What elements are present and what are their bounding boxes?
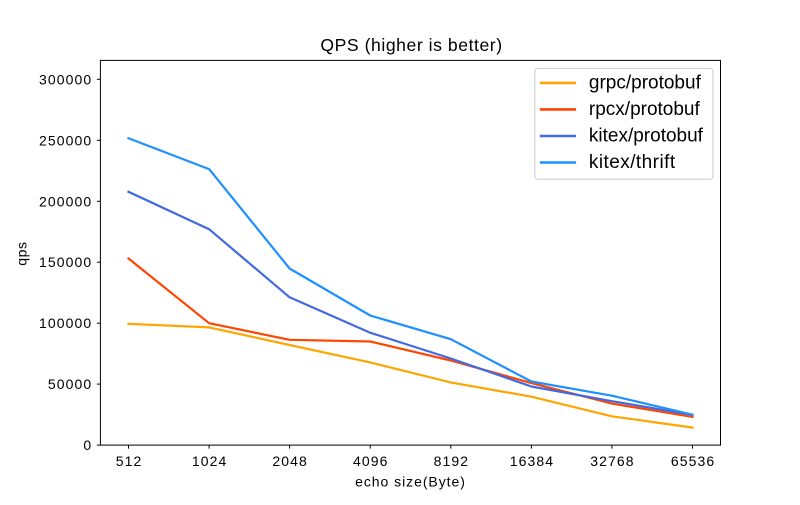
- svg-text:kitex/thrift: kitex/thrift: [589, 152, 676, 173]
- svg-text:4096: 4096: [353, 453, 389, 469]
- svg-text:grpc/protobuf: grpc/protobuf: [589, 72, 702, 93]
- svg-text:150000: 150000: [39, 254, 92, 270]
- svg-text:512: 512: [116, 453, 143, 469]
- svg-text:QPS (higher is better): QPS (higher is better): [320, 35, 502, 55]
- svg-text:100000: 100000: [39, 315, 92, 331]
- svg-text:8192: 8192: [434, 453, 470, 469]
- svg-text:65536: 65536: [671, 453, 715, 469]
- svg-text:300000: 300000: [39, 71, 92, 87]
- svg-text:0: 0: [83, 437, 92, 453]
- svg-text:50000: 50000: [48, 376, 92, 392]
- svg-text:qps: qps: [14, 241, 30, 265]
- svg-text:2048: 2048: [272, 453, 308, 469]
- svg-text:200000: 200000: [39, 193, 92, 209]
- svg-text:1024: 1024: [192, 453, 228, 469]
- svg-text:32768: 32768: [590, 453, 634, 469]
- svg-text:rpcx/protobuf: rpcx/protobuf: [589, 99, 701, 120]
- svg-text:echo size(Byte): echo size(Byte): [355, 473, 466, 489]
- svg-text:kitex/protobuf: kitex/protobuf: [589, 126, 704, 147]
- svg-text:16384: 16384: [510, 453, 554, 469]
- svg-text:250000: 250000: [39, 132, 92, 148]
